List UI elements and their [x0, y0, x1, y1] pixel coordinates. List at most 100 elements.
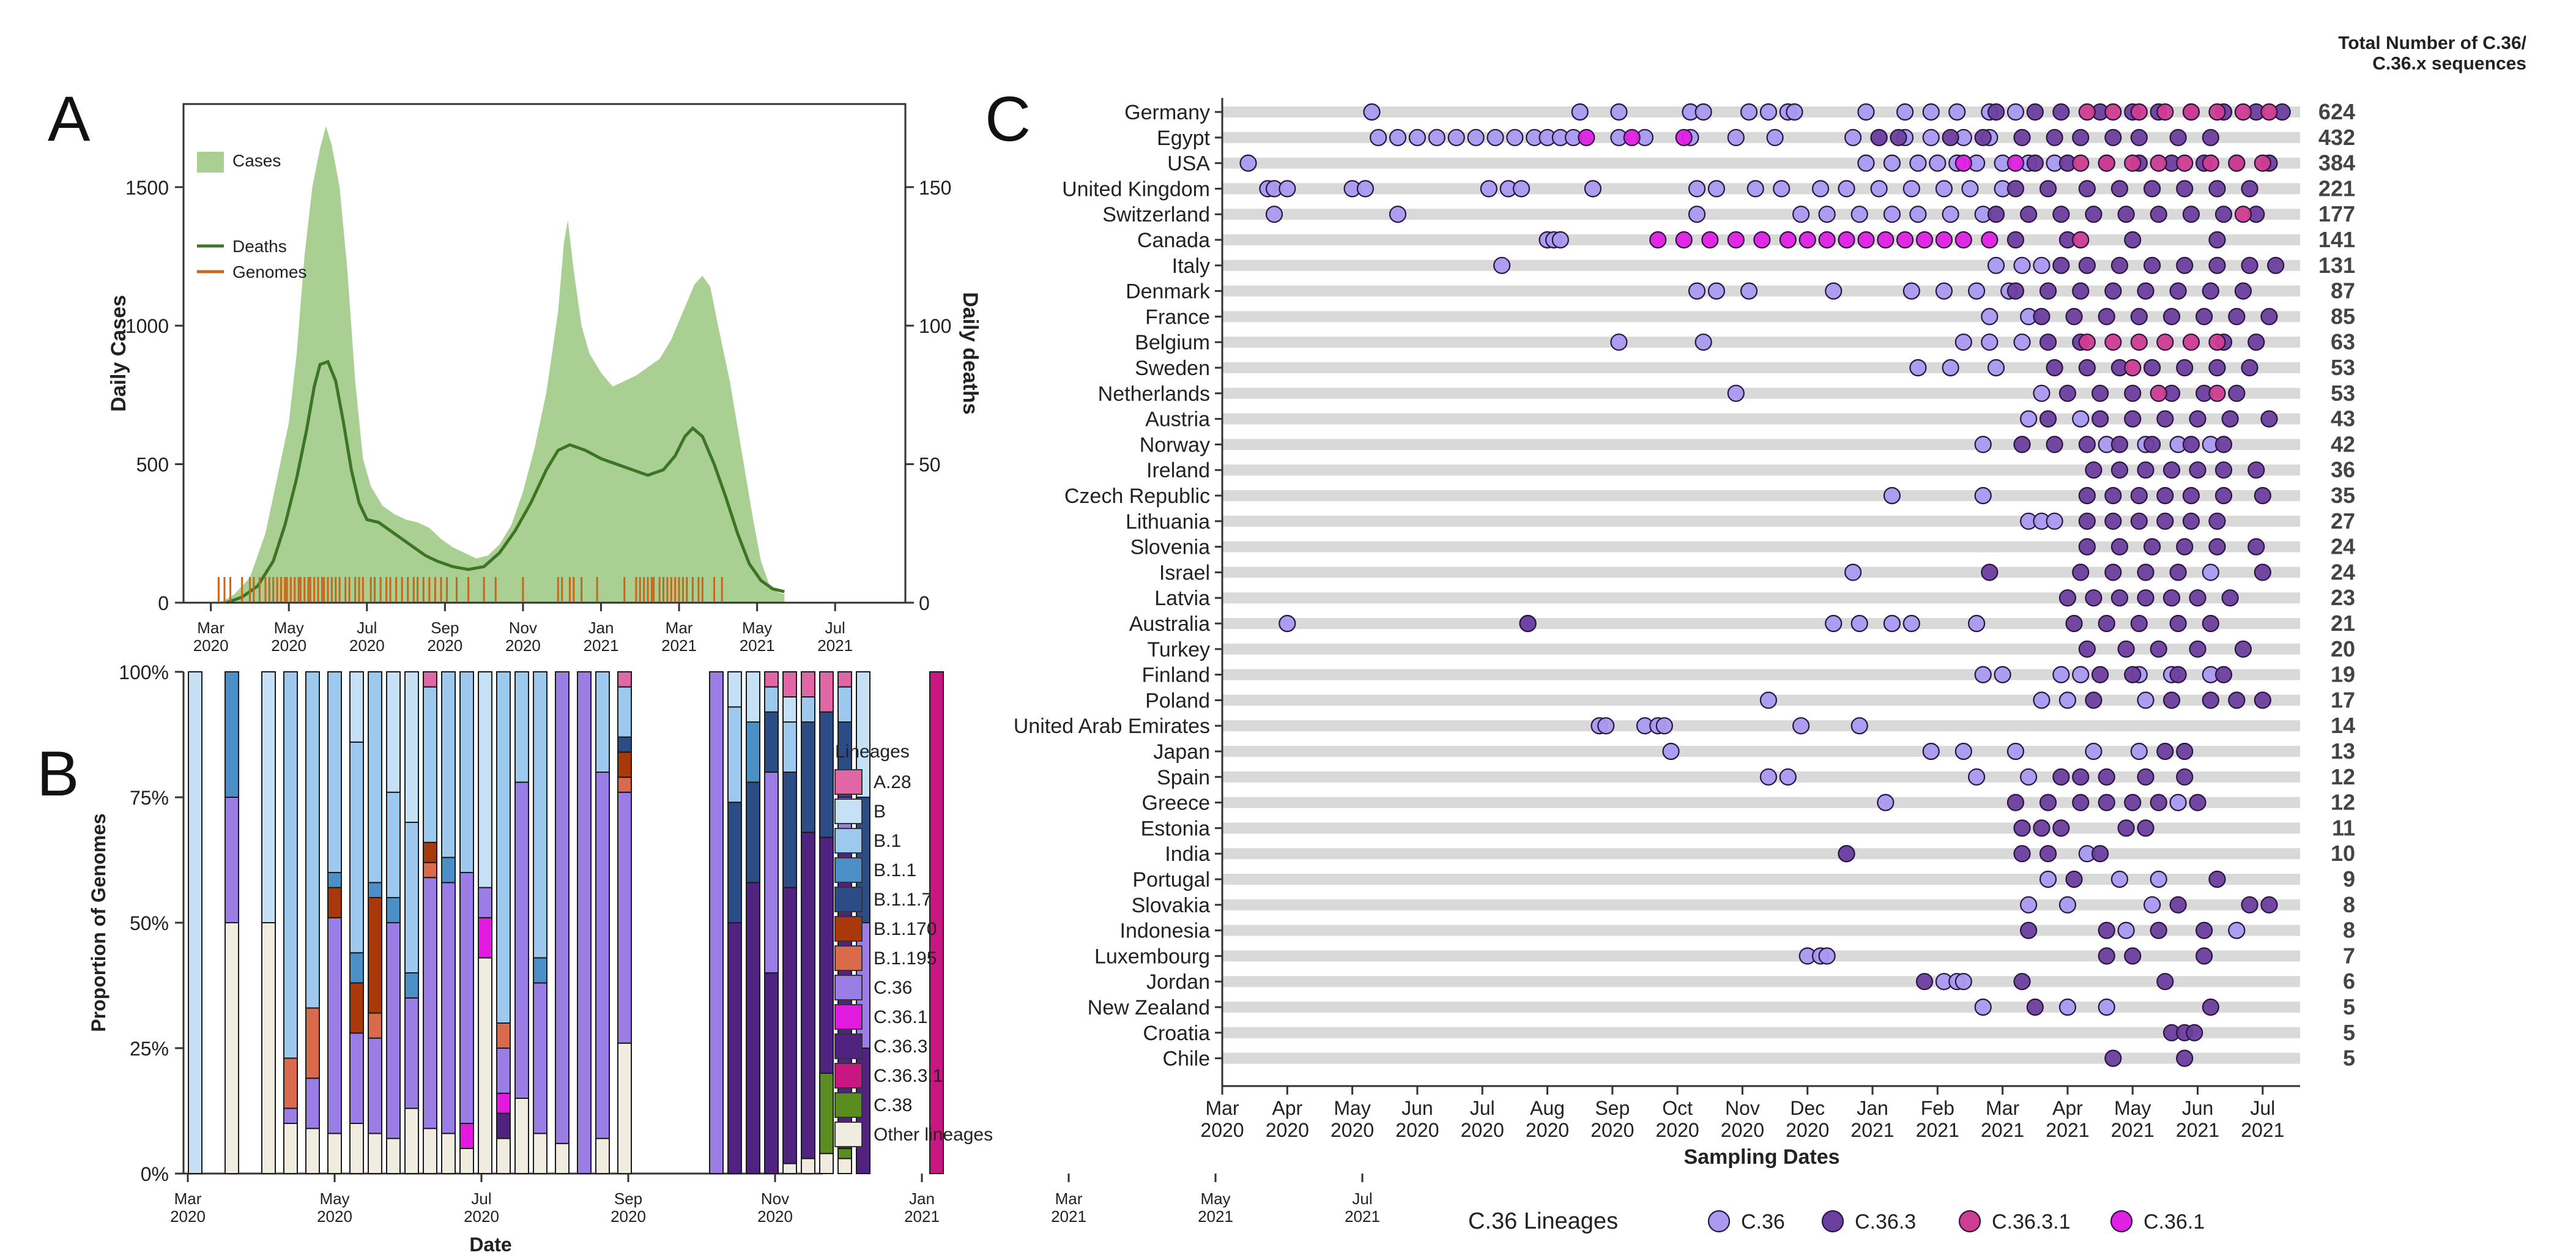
x-tick-label: Jul 2021 [2241, 1097, 2284, 1141]
sequence-count: 87 [2331, 278, 2355, 303]
bar-segment-a-28 [617, 671, 632, 688]
x-tick-label-line: 2020 [1526, 1119, 1569, 1141]
point-c-36-3 [2072, 768, 2090, 786]
bar-segment-b-1-170 [423, 841, 437, 863]
x-tick-label: Jun 2021 [2176, 1097, 2219, 1141]
point-c-36-3 [2072, 564, 2090, 581]
bar-segment-c-36 [327, 917, 342, 1134]
x-tick-label-line: 2020 [611, 1207, 646, 1226]
x-tick-label-line: 2020 [170, 1207, 206, 1226]
x-tick-label-line: Sep [614, 1189, 642, 1208]
country-label: United Arab Emirates [1014, 715, 1210, 738]
point-c-36-3 [2248, 333, 2265, 351]
panel-a-frame [182, 103, 907, 604]
x-tick-label-line: 2021 [584, 636, 619, 655]
bar-segment-b-1 [801, 696, 815, 723]
bar-segment-other-lineages [801, 1158, 815, 1175]
point-c-36-3 [2052, 103, 2070, 121]
country-label: Spain [1157, 766, 1210, 789]
point-c-36-3 [2234, 282, 2252, 300]
row-stripe [1222, 464, 2300, 476]
point-c-36-3 [2039, 333, 2057, 351]
point-c-36 [1493, 256, 1511, 274]
x-tick-label: May 2021 [2111, 1097, 2155, 1141]
point-c-36-3 [2110, 461, 2128, 479]
point-c-36 [1571, 103, 1589, 121]
x-tick-label-line: Feb [1921, 1097, 1954, 1119]
point-c-36-3 [2078, 640, 2096, 658]
country-label: Belgium [1135, 331, 1210, 354]
point-c-36-3-1 [2156, 103, 2174, 121]
bar-segment-b-1 [837, 686, 852, 723]
point-c-36-3-1 [2124, 359, 2142, 377]
point-c-36-3 [2104, 486, 2122, 505]
point-c-36 [1773, 180, 1791, 198]
bar-segment-a-28 [837, 671, 852, 688]
x-tick-label-line: Jan [909, 1189, 935, 1208]
x-tick-label-line: Jul [471, 1189, 491, 1208]
point-c-36-1 [1838, 231, 1855, 249]
point-c-36-3 [2241, 256, 2259, 274]
x-tick-label: Sep 2020 [427, 619, 462, 655]
point-c-36 [1688, 206, 1706, 223]
point-c-36-3-1 [2228, 154, 2246, 172]
point-c-36 [1825, 614, 1843, 633]
sequence-count: 5 [2343, 1020, 2355, 1045]
bar-segment-c-38 [819, 1073, 834, 1155]
point-c-36-3 [2078, 512, 2096, 530]
point-c-36-3 [2039, 410, 2057, 428]
bar-segment-c-36 [617, 791, 632, 1044]
x-tick-label: Nov 2020 [505, 619, 541, 655]
point-c-36-3 [2196, 947, 2213, 965]
point-c-36-3-1 [2234, 206, 2252, 223]
bar-segment-b-1-1 [746, 721, 760, 783]
country-label: Jordan [1146, 970, 1210, 994]
x-tick-label-line: Jul [2250, 1097, 2275, 1119]
bar-segment-c-36 [478, 887, 492, 918]
bar-segment-other-lineages [496, 1137, 511, 1174]
point-c-36 [1727, 128, 1745, 146]
bar-segment-other-lineages [283, 1123, 298, 1174]
point-c-36-1 [1877, 231, 1895, 249]
point-c-36-3 [2137, 589, 2155, 607]
point-c-36-3 [2208, 538, 2226, 556]
point-c-36-3 [2144, 180, 2161, 198]
sequence-count: 14 [2331, 713, 2355, 738]
bar-segment-other-lineages [459, 1148, 474, 1174]
legend-label-deaths: Deaths [232, 237, 287, 256]
row-stripe [1222, 1002, 2300, 1013]
point-c-36-3 [2208, 256, 2226, 274]
point-c-36-3 [2182, 512, 2200, 530]
point-c-36-1 [1981, 231, 1999, 249]
point-c-36-3-1 [2208, 384, 2226, 402]
point-c-36 [1662, 742, 1680, 761]
point-c-36-3 [2144, 359, 2161, 377]
point-c-36 [1707, 180, 1725, 198]
row-stripe [1222, 567, 2300, 578]
bar-segment-c-36 [386, 922, 401, 1139]
point-c-36-3 [2228, 308, 2246, 326]
point-c-36-3 [2026, 998, 2044, 1016]
x-tick-label-line: 2021 [740, 636, 775, 655]
bar-segment-other-lineages [819, 1153, 834, 1174]
sequence-count: 8 [2343, 918, 2355, 943]
point-c-36-3 [2104, 564, 2122, 581]
sequence-count: 23 [2331, 585, 2355, 610]
point-c-36-3 [2156, 410, 2174, 428]
bar-segment-b-1-1 [349, 952, 364, 984]
bar-segment-c-36-3 [819, 836, 834, 1074]
point-c-36-3 [2110, 180, 2128, 198]
x-tick-label-line: Apr [2052, 1097, 2083, 1119]
bar-segment-c-36 [595, 772, 610, 1139]
country-label: Germany [1124, 101, 1210, 124]
x-tick-label: Dec 2020 [1786, 1097, 1829, 1141]
legend-swatch [834, 1092, 863, 1118]
point-c-36-3 [2124, 231, 2142, 249]
point-c-36 [1883, 486, 1901, 505]
legend-title: C.36 Lineages [1468, 1208, 1618, 1234]
point-c-36-3 [2260, 896, 2278, 914]
point-c-36-3 [2214, 666, 2233, 683]
bar-segment-c-36-3 [746, 882, 760, 1175]
